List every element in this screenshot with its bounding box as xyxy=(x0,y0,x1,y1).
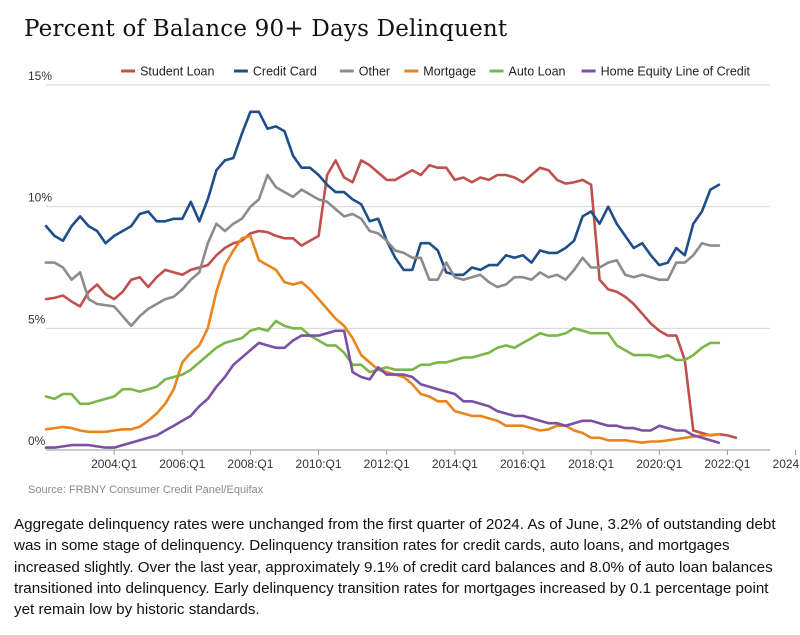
x-tick-label: 2004:Q1 xyxy=(91,457,137,471)
source-note: Source: FRBNY Consumer Credit Panel/Equi… xyxy=(28,484,264,496)
grid-lines xyxy=(46,84,770,451)
series-line-other xyxy=(44,173,721,328)
series-line-credit-card xyxy=(44,110,721,277)
legend-label-auto-loan: Auto Loan xyxy=(509,65,566,79)
x-tick-label: 2022:Q1 xyxy=(704,457,750,471)
x-tick-label: 2020:Q1 xyxy=(636,457,682,471)
y-axis: 0% 5% 10% 15% xyxy=(28,69,52,448)
x-tick-label: 2012:Q1 xyxy=(364,457,410,471)
legend: Student Loan Credit Card Other Mortgage Auto… xyxy=(121,65,751,79)
legend-label-other: Other xyxy=(359,65,390,79)
series-line-auto-loan xyxy=(44,319,721,406)
summary-paragraph: Aggregate delinquency rates were unchang… xyxy=(14,516,776,619)
x-tick-label: 2010:Q1 xyxy=(296,457,342,471)
legend-label-student-loan: Student Loan xyxy=(140,65,214,79)
y-tick-label: 5% xyxy=(28,312,46,326)
x-tick-label: 2006:Q1 xyxy=(159,457,205,471)
line-chart: 0%5%10%15% 2004:Q1 2006:Q1 2008:Q1 2010:Q1 2… xyxy=(28,65,800,472)
x-tick-label: 2018:Q1 xyxy=(568,457,614,471)
x-tick-label: 2014:Q1 xyxy=(432,457,478,471)
chart-title: Percent of Balance 90+ Days Delinquent xyxy=(24,16,508,42)
series-line-mortgage xyxy=(44,234,721,445)
x-tick-label: 2008:Q1 xyxy=(227,457,273,471)
series-lines xyxy=(44,110,738,449)
series-line-home-equity-line-of-credit xyxy=(44,329,721,449)
series-line-student-loan xyxy=(44,159,738,440)
legend-label-credit-card: Credit Card xyxy=(253,65,317,79)
x-tick-label: 2024:Q1 xyxy=(773,457,800,471)
y-tick-label: 15% xyxy=(28,69,52,83)
y-tick-label: 0% xyxy=(28,434,46,448)
x-axis: 2004:Q1 2006:Q1 2008:Q1 2010:Q1 2012:Q1 2014:… xyxy=(91,450,800,471)
y-tick-label: 10% xyxy=(28,191,52,205)
legend-label-home-equity-line-of-credit: Home Equity Line of Credit xyxy=(601,65,751,79)
x-tick-label: 2016:Q1 xyxy=(500,457,546,471)
legend-label-mortgage: Mortgage xyxy=(423,65,476,79)
